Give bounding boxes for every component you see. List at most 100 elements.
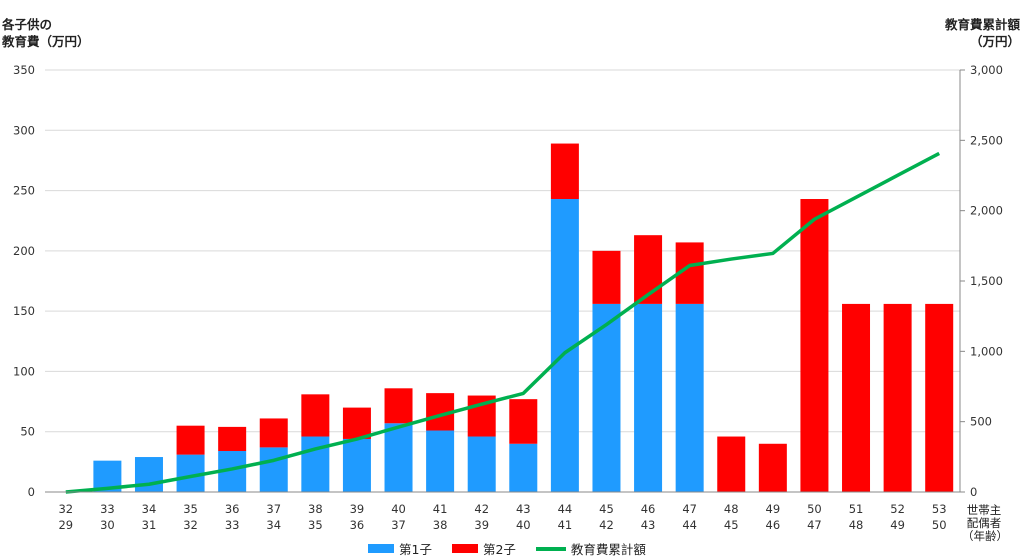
legend-swatch-blue [368, 544, 394, 553]
bar-child2 [883, 303, 912, 492]
left-tick-label: 100 [13, 364, 35, 378]
x-tick-label-householder: 44 [558, 502, 573, 516]
bar-child2 [758, 443, 787, 492]
legend-swatch-red [451, 544, 478, 553]
x-tick-label-spouse: 29 [58, 518, 73, 532]
x-axis-title-line: 世帯主 [966, 503, 1002, 517]
right-tick-label: 2,500 [970, 133, 1003, 147]
x-tick-label-householder: 46 [641, 502, 656, 516]
x-tick-label-householder: 39 [350, 502, 365, 516]
x-tick-label-spouse: 39 [474, 518, 489, 532]
x-tick-label-householder: 53 [932, 502, 947, 516]
bar-child2 [218, 426, 247, 452]
x-tick-label-spouse: 49 [890, 518, 905, 532]
cumulative-line [65, 151, 941, 494]
legend-label: 第2子 [482, 542, 516, 557]
bar-child1 [384, 423, 413, 492]
x-tick-label-spouse: 33 [225, 518, 240, 532]
bar-child2 [634, 235, 663, 304]
x-tick-label-spouse: 40 [516, 518, 531, 532]
x-tick-label-spouse: 30 [100, 518, 115, 532]
bar-child2 [509, 399, 538, 444]
x-tick-label-spouse: 36 [350, 518, 365, 532]
x-tick-label-spouse: 46 [766, 518, 781, 532]
legend-label: 第1子 [399, 542, 432, 557]
x-tick-label-spouse: 43 [641, 518, 656, 532]
right-axis-title: 教育費累計額 （万円） [945, 16, 1020, 50]
gridlines [45, 69, 960, 433]
x-tick-label-householder: 35 [183, 502, 198, 516]
x-tick-label-spouse: 45 [724, 518, 739, 532]
x-tick-label-spouse: 50 [932, 518, 947, 532]
x-tick-label-spouse: 31 [142, 518, 157, 532]
right-axis-title-line: （万円） [969, 34, 1020, 49]
bar-child1 [592, 303, 621, 492]
x-tick-label-spouse: 47 [807, 518, 822, 532]
left-axis-title-line: 教育費（万円） [2, 34, 90, 49]
x-tick-label-householder: 42 [474, 502, 489, 516]
bar-child1 [634, 303, 663, 492]
bar-child2 [259, 418, 288, 448]
x-tick-label-householder: 45 [599, 502, 614, 516]
right-tick-label: 0 [970, 485, 977, 499]
x-tick-label-householder: 47 [682, 502, 697, 516]
x-tick-label-householder: 34 [142, 502, 157, 516]
bars [93, 143, 954, 493]
x-tick-label-householder: 48 [724, 502, 739, 516]
right-axis-title-line: 教育費累計額 [944, 17, 1020, 32]
legend-item-cumulative: 教育費累計額 [535, 539, 646, 558]
x-tick-label-householder: 50 [807, 502, 822, 516]
x-tick-label-spouse: 41 [558, 518, 573, 532]
x-tick-label-householder: 37 [266, 502, 281, 516]
x-tick-label-householder: 41 [433, 502, 448, 516]
left-tick-label: 250 [13, 184, 35, 198]
legend-label: 教育費累計額 [570, 542, 646, 557]
x-tick-label-spouse: 35 [308, 518, 323, 532]
right-tick-label: 3,000 [970, 63, 1003, 77]
legend: 第1子 第2子 教育費累計額 [368, 539, 646, 558]
cumulative-line-path [65, 151, 941, 494]
x-tick-label-householder: 36 [225, 502, 240, 516]
x-tick-label-householder: 51 [849, 502, 864, 516]
x-tick-label-spouse: 48 [849, 518, 864, 532]
x-tick-label-householder: 33 [100, 502, 115, 516]
left-tick-label: 0 [28, 485, 35, 499]
x-tick-label-spouse: 34 [266, 518, 281, 532]
left-tick-label: 150 [13, 304, 35, 318]
bar-child2 [925, 303, 954, 492]
left-tick-label: 350 [13, 63, 35, 77]
x-tick-label-spouse: 32 [183, 518, 198, 532]
bar-child2 [592, 250, 621, 304]
left-axis-title: 各子供の 教育費（万円） [2, 16, 90, 50]
bar-child1 [342, 438, 371, 492]
bar-child1 [426, 430, 455, 492]
x-tick-label-householder: 32 [58, 502, 73, 516]
x-tick-label-householder: 43 [516, 502, 531, 516]
x-tick-label-spouse: 37 [391, 518, 406, 532]
x-tick-label-householder: 40 [391, 502, 406, 516]
x-tick-label-spouse: 38 [433, 518, 448, 532]
bar-child2 [717, 436, 746, 492]
legend-item-child1: 第1子 [368, 539, 432, 558]
bar-child1 [675, 303, 704, 492]
right-tick-label: 2,000 [970, 204, 1003, 218]
bar-child2 [342, 407, 371, 439]
left-axis-title-line: 各子供の [2, 17, 53, 32]
x-axis-title-line: （年齢） [962, 529, 1008, 543]
bar-child1 [259, 447, 288, 492]
bar-child2 [384, 388, 413, 424]
x-axis-ticks: 32 29 33 30 34 31 35 32 36 33 37 34 38 35 39 36 40 37 41 38… [58, 502, 946, 532]
x-axis-title: 世帯主 配偶者 （年齢） [962, 503, 1008, 543]
left-tick-label: 300 [13, 123, 35, 137]
right-tick-label: 1,000 [970, 344, 1003, 358]
x-tick-label-spouse: 44 [682, 518, 697, 532]
right-tick-label: 500 [970, 415, 992, 429]
left-axis-ticks: 0 50 100 150 200 250 300 350 [13, 63, 35, 499]
x-axis-title-line: 配偶者 [966, 516, 1002, 530]
bar-child2 [176, 425, 205, 455]
x-tick-label-householder: 38 [308, 502, 323, 516]
left-tick-label: 50 [20, 425, 35, 439]
x-tick-label-spouse: 42 [599, 518, 614, 532]
bar-child2 [301, 394, 330, 437]
